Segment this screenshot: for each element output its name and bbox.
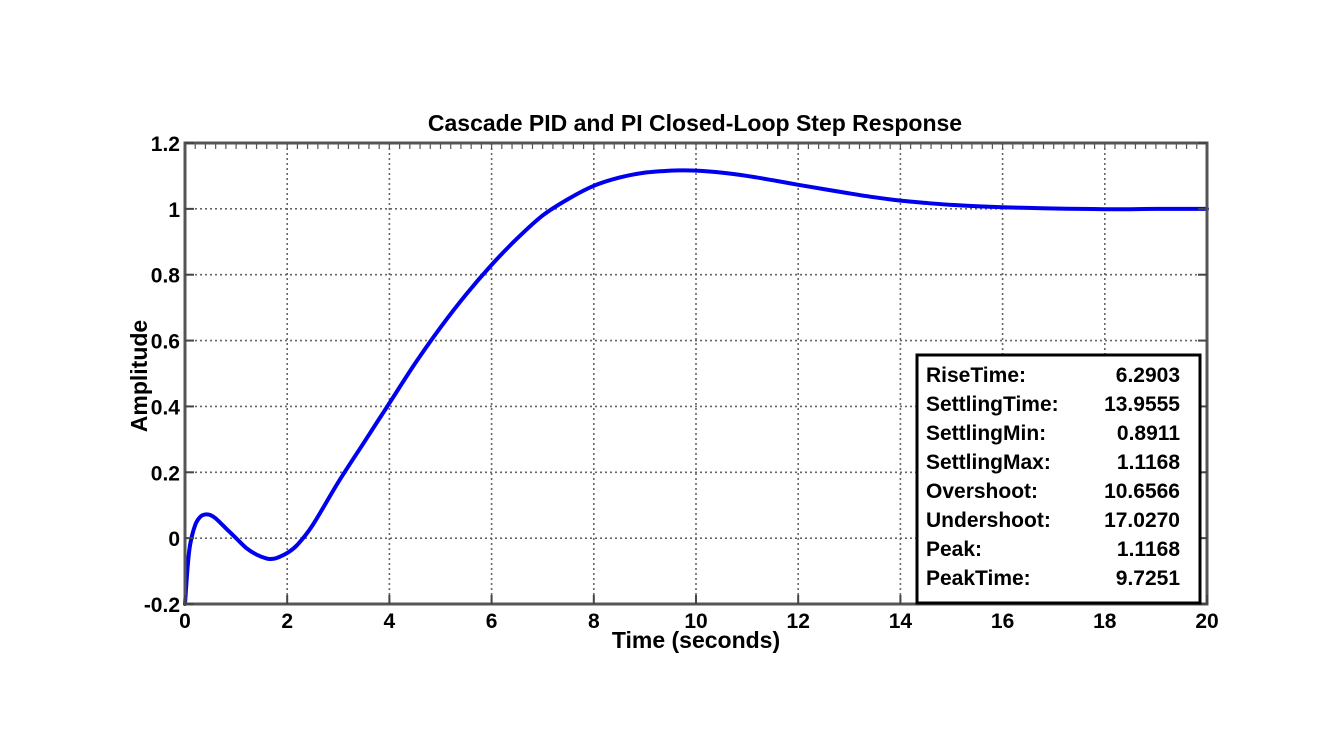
y-tick-label: -0.2 — [144, 594, 180, 617]
info-row-value: 17.0270 — [1104, 509, 1180, 532]
info-row-label: SettlingMax: — [926, 451, 1051, 474]
info-row-value: 1.1168 — [1117, 538, 1180, 561]
y-tick-label: 1 — [168, 199, 180, 222]
info-row-label: Undershoot: — [926, 509, 1051, 532]
x-tick-label: 14 — [889, 610, 913, 633]
info-box-frame — [915, 353, 1202, 605]
x-tick-label: 12 — [787, 610, 810, 633]
info-row-value: 13.9555 — [1104, 393, 1180, 416]
x-tick-label: 6 — [486, 610, 498, 633]
info-row-value: 10.6566 — [1104, 480, 1180, 503]
x-tick-label: 10 — [684, 610, 707, 633]
info-row-label: Peak: — [926, 538, 982, 561]
info-row-value: 0.8911 — [1117, 422, 1180, 445]
y-tick-label: 1.2 — [151, 133, 180, 156]
info-row-value: 6.2903 — [1116, 364, 1180, 387]
plot-area — [183, 168, 1209, 606]
info-row-label: PeakTime: — [926, 567, 1031, 590]
step-response-line — [183, 168, 1209, 606]
x-tick-label: 18 — [1093, 610, 1117, 633]
y-tick-label: 0.8 — [151, 265, 181, 288]
y-tick-label: 0.4 — [151, 396, 181, 419]
y-tick-label: 0.2 — [151, 462, 180, 485]
x-tick-label: 20 — [1195, 610, 1218, 633]
x-axis-label: Time (seconds) — [612, 627, 780, 653]
info-row-label: RiseTime: — [926, 364, 1026, 387]
info-row-label: Overshoot: — [926, 480, 1038, 503]
info-row-value: 1.1168 — [1117, 451, 1180, 474]
x-tick-label: 16 — [991, 610, 1014, 633]
info-row-label: SettlingMin: — [926, 422, 1046, 445]
chart-title: Cascade PID and PI Closed-Loop Step Resp… — [428, 110, 962, 136]
info-row-label: SettlingTime: — [926, 393, 1059, 416]
info-row-value: 9.7251 — [1116, 567, 1181, 590]
x-tick-label: 8 — [588, 610, 600, 633]
y-tick-label: 0.6 — [151, 331, 180, 354]
x-tick-label: 2 — [281, 610, 293, 633]
x-axis: 0 2 4 6 8 10 12 14 16 18 20 — [179, 595, 1219, 633]
x-tick-label: 0 — [179, 610, 191, 633]
y-tick-label: 0 — [168, 528, 180, 551]
step-info-box: RiseTime: 6.2903 SettlingTime: 13.9555 Settl… — [915, 353, 1202, 605]
info-box-rows: RiseTime: 6.2903 SettlingTime: 13.9555 Settl… — [926, 364, 1180, 590]
y-axis-label: Amplitude — [126, 320, 152, 432]
x-tick-label: 4 — [384, 610, 396, 633]
